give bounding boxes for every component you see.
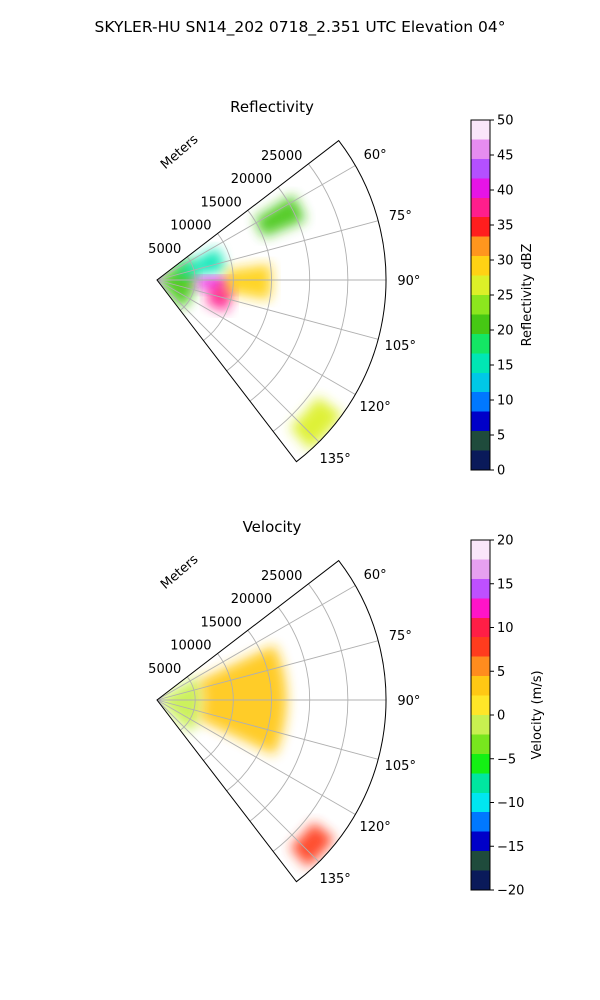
colorbar-tick-label: 0 — [497, 709, 505, 724]
colorbar-tick-label: 15 — [497, 577, 514, 592]
radial-grid-arc — [179, 256, 196, 311]
angular-grid-line — [156, 699, 356, 815]
velocity-colorbar-label: Velocity (m/s) — [530, 670, 545, 759]
colorbar-tick-label: 10 — [497, 621, 514, 636]
angular-grid-line — [156, 220, 379, 281]
angle-tick-label: 75° — [389, 209, 412, 224]
reflectivity-colorbar-label: Reflectivity dBZ — [520, 244, 535, 347]
reflectivity-polar-plot: 5000 10000 15000 20000 25000 60° 75° 90° 105° 120… — [148, 139, 420, 467]
data-region — [289, 396, 343, 451]
velocity-title: Velocity — [243, 518, 302, 536]
colorbar-scale — [470, 119, 491, 471]
radial-grid-arc — [203, 233, 234, 341]
colorbar-tick-label: 50 — [497, 114, 514, 129]
colorbar-scale — [470, 539, 491, 891]
sector-outline — [156, 139, 387, 463]
angle-tick-label: 90° — [397, 274, 420, 289]
colorbar-tick-label: −15 — [497, 840, 524, 855]
data-region — [177, 247, 226, 277]
angular-grid-line — [156, 279, 320, 443]
radial-tick-label: 15000 — [200, 615, 241, 630]
colorbar-tick-label: −20 — [497, 884, 524, 899]
velocity-panel: Velocity 5000 10000 15000 20000 25000 60° 75° 9… — [148, 518, 545, 899]
reflectivity-panel: Reflectivity 5000 10000 15000 20000 25000 60°… — [148, 98, 535, 479]
colorbar-tick-label: 5 — [497, 429, 505, 444]
reflectivity-title: Reflectivity — [230, 98, 314, 116]
data-region — [254, 195, 306, 238]
radial-grid-arc — [249, 186, 311, 402]
colorbar-tick-label: 20 — [497, 534, 514, 549]
angular-grid-line — [156, 279, 356, 395]
angle-tick-label: 135° — [319, 452, 350, 467]
radial-grid-arc — [226, 630, 272, 792]
angular-grid-line — [156, 699, 320, 863]
sector-outline — [156, 559, 387, 883]
velocity-polar-plot: 5000 10000 15000 20000 25000 60° 75° 90° 105° 120… — [148, 559, 420, 887]
radial-tick-label: 10000 — [170, 639, 211, 654]
angular-grid-line — [156, 640, 379, 701]
reflectivity-colorbar: 0 5 10 15 20 25 30 35 40 45 50 — [470, 114, 514, 479]
data-region — [157, 677, 203, 733]
angle-tick-label: 105° — [385, 339, 416, 354]
angular-grid-line — [156, 279, 379, 340]
radial-grid-arc — [272, 583, 349, 852]
radial-tick-label: 10000 — [170, 219, 211, 234]
colorbar-tick-label: 25 — [497, 289, 514, 304]
figure-title: SKYLER-HU SN14_202 0718_2.351 UTC Elevat… — [95, 18, 506, 37]
angle-tick-label: 90° — [397, 694, 420, 709]
radial-tick-label: 5000 — [148, 242, 181, 257]
radial-tick-label: 15000 — [200, 195, 241, 210]
radial-tick-label: 20000 — [231, 592, 272, 607]
radial-grid-arc — [226, 210, 272, 372]
colorbar-tick-label: −10 — [497, 796, 524, 811]
colorbar-tick-label: 20 — [497, 324, 514, 339]
angle-tick-label: 120° — [359, 820, 390, 835]
radial-grid-arc — [203, 653, 234, 761]
angle-tick-label: 105° — [385, 759, 416, 774]
colorbar-tick-label: 10 — [497, 394, 514, 409]
angular-grid-line — [156, 585, 356, 701]
data-region — [224, 264, 272, 300]
colorbar-tick-label: 40 — [497, 184, 514, 199]
angle-tick-label: 60° — [364, 568, 387, 583]
colorbar-tick-label: 15 — [497, 359, 514, 374]
radial-tick-label: 25000 — [261, 569, 302, 584]
angle-tick-label: 120° — [359, 400, 390, 415]
angle-tick-label: 75° — [389, 629, 412, 644]
radial-grid-arc — [179, 676, 196, 731]
colorbar-tick-label: 30 — [497, 254, 514, 269]
angular-grid-line — [156, 165, 356, 281]
colorbar-tick-label: 5 — [497, 665, 505, 680]
velocity-radial-axis-label: Meters — [158, 552, 202, 593]
angular-grid-line — [156, 699, 379, 760]
radial-tick-label: 25000 — [261, 149, 302, 164]
reflectivity-radial-axis-label: Meters — [158, 132, 202, 173]
radial-grid-arc — [249, 606, 311, 822]
colorbar-tick-label: 45 — [497, 149, 514, 164]
radial-tick-label: 20000 — [231, 172, 272, 187]
colorbar-tick-label: 0 — [497, 464, 505, 479]
angle-tick-label: 135° — [319, 872, 350, 887]
colorbar-tick-label: 35 — [497, 219, 514, 234]
colorbar-tick-label: −5 — [497, 752, 516, 767]
angle-tick-label: 60° — [364, 148, 387, 163]
radial-grid-arc — [272, 163, 349, 432]
radial-tick-label: 5000 — [148, 662, 181, 677]
velocity-colorbar: −20 −15 −10 −5 0 5 10 15 20 — [470, 534, 524, 899]
data-region — [289, 822, 335, 868]
